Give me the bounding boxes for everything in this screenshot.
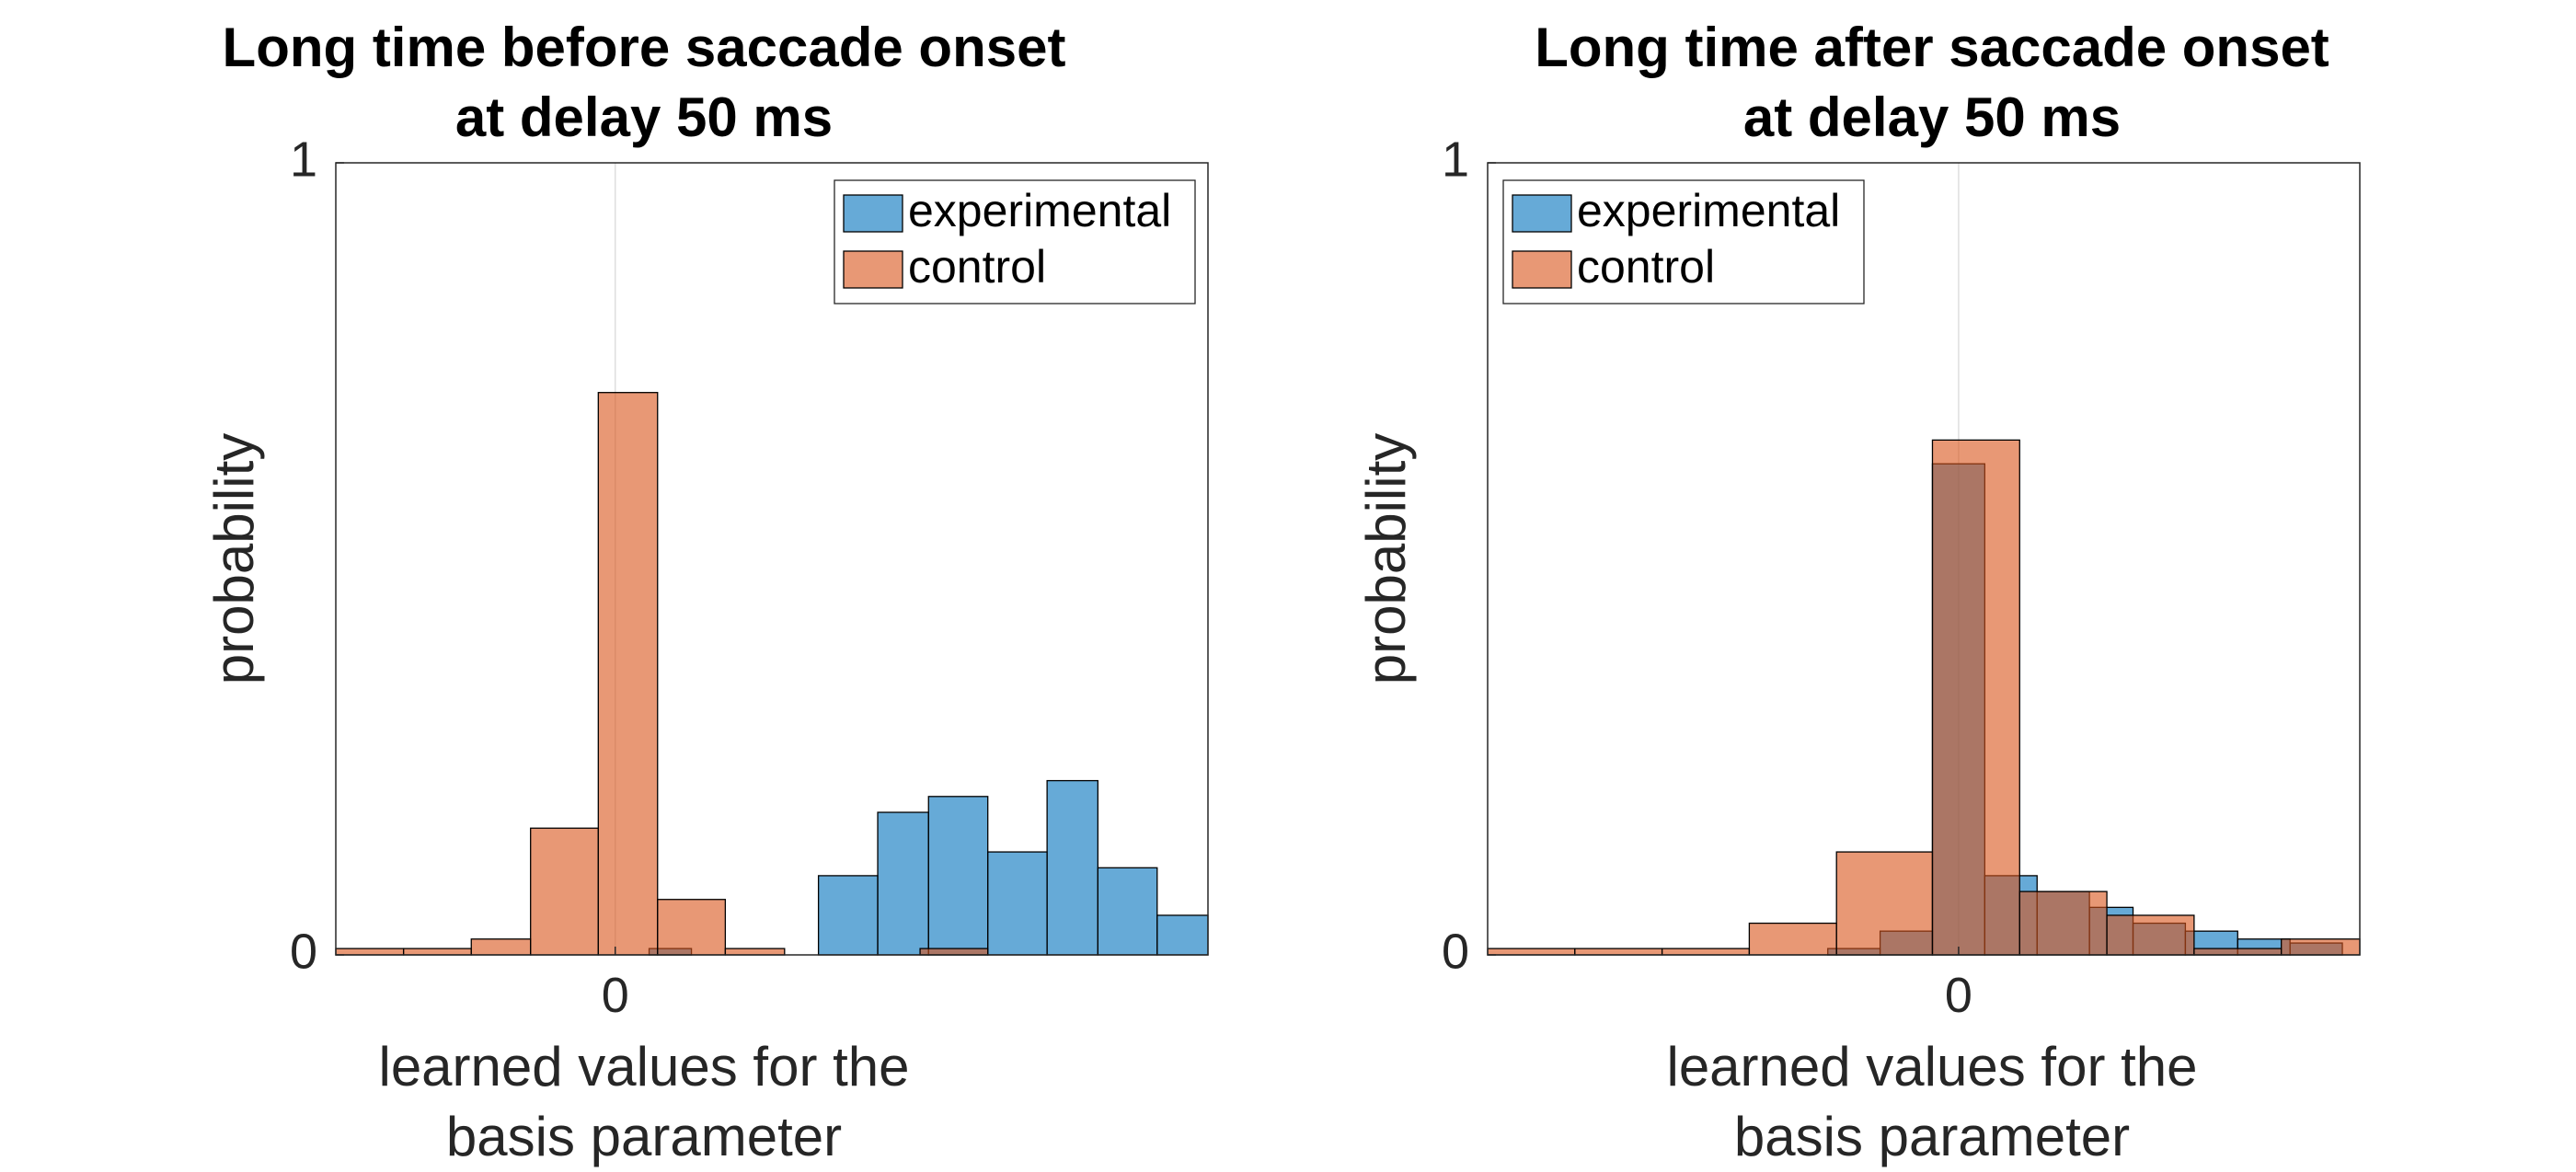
y-axis-label: probability — [1355, 433, 1417, 685]
legend-swatch — [1512, 194, 1572, 233]
legend-label: experimental — [908, 185, 1171, 236]
x-axis-label-line-2: basis parameter — [1733, 1106, 2131, 1167]
x-axis-label-line-1: learned values for the — [378, 1036, 910, 1097]
y-axis-label: probability — [203, 433, 265, 685]
histogram-bar — [1835, 851, 1934, 956]
right-chart-panel: Long time after saccade onset at delay 5… — [1288, 0, 2576, 1167]
histogram-bar — [1487, 948, 1576, 956]
axes-box — [335, 162, 1209, 956]
histogram-bar — [597, 392, 659, 956]
x-tick-label: 0 — [602, 968, 629, 1023]
legend-label: control — [908, 241, 1046, 293]
chart-title-line-2: at delay 50 ms — [1742, 86, 2122, 148]
y-tick-label: 1 — [1442, 132, 1469, 187]
chart-title-line-1: Long time before saccade onset — [222, 17, 1066, 78]
histogram-bar — [402, 948, 472, 956]
legend-swatch — [843, 194, 903, 233]
legend-swatch — [843, 250, 903, 289]
x-tick-label: 0 — [1945, 968, 1972, 1023]
legend-swatch — [1512, 250, 1572, 289]
histogram-bar — [2193, 948, 2283, 956]
histogram-bar — [817, 875, 879, 956]
histogram-bar — [2281, 938, 2361, 956]
histogram-bar — [1097, 867, 1158, 956]
chart-title-line-2: at delay 50 ms — [454, 86, 834, 148]
histogram-bar — [927, 796, 989, 956]
chart-title: Long time after saccade onset at delay 5… — [1288, 13, 2576, 153]
histogram-bar — [919, 948, 989, 956]
histogram-bar — [470, 938, 532, 956]
histogram-bar — [1574, 948, 1663, 956]
legend-label: experimental — [1577, 185, 1840, 236]
y-tick-label: 1 — [290, 132, 317, 187]
x-axis-label-line-1: learned values for the — [1666, 1036, 2198, 1097]
y-tick-label: 0 — [1442, 924, 1469, 979]
histogram-bar — [2018, 890, 2108, 956]
histogram-bar — [1748, 922, 1837, 956]
series-control — [1487, 439, 2361, 956]
histogram-bar — [530, 827, 599, 956]
histogram-bar — [1046, 779, 1098, 956]
histogram-bar — [1931, 439, 2020, 956]
chart-title-line-1: Long time after saccade onset — [1535, 17, 2329, 78]
chart-title: Long time before saccade onset at delay … — [0, 13, 1288, 153]
axes-box — [1487, 162, 2361, 956]
histogram-bar — [657, 899, 727, 956]
x-axis-label-line-2: basis parameter — [445, 1106, 843, 1167]
histogram-bar — [1156, 914, 1209, 956]
histogram-bar — [724, 948, 786, 956]
histogram-bar — [335, 948, 405, 956]
series-experimental — [648, 779, 1209, 956]
series-control — [335, 392, 989, 956]
histogram-bar — [987, 851, 1048, 956]
left-chart-panel: Long time before saccade onset at delay … — [0, 0, 1288, 1167]
histogram-bar — [2106, 914, 2195, 956]
x-axis-label: learned values for the basis parameter — [1288, 1032, 2576, 1172]
y-tick-label: 0 — [290, 924, 317, 979]
legend-label: control — [1577, 241, 1715, 293]
histogram-bar — [1661, 948, 1751, 956]
histogram-bar — [877, 811, 929, 956]
x-axis-label: learned values for the basis parameter — [0, 1032, 1288, 1172]
